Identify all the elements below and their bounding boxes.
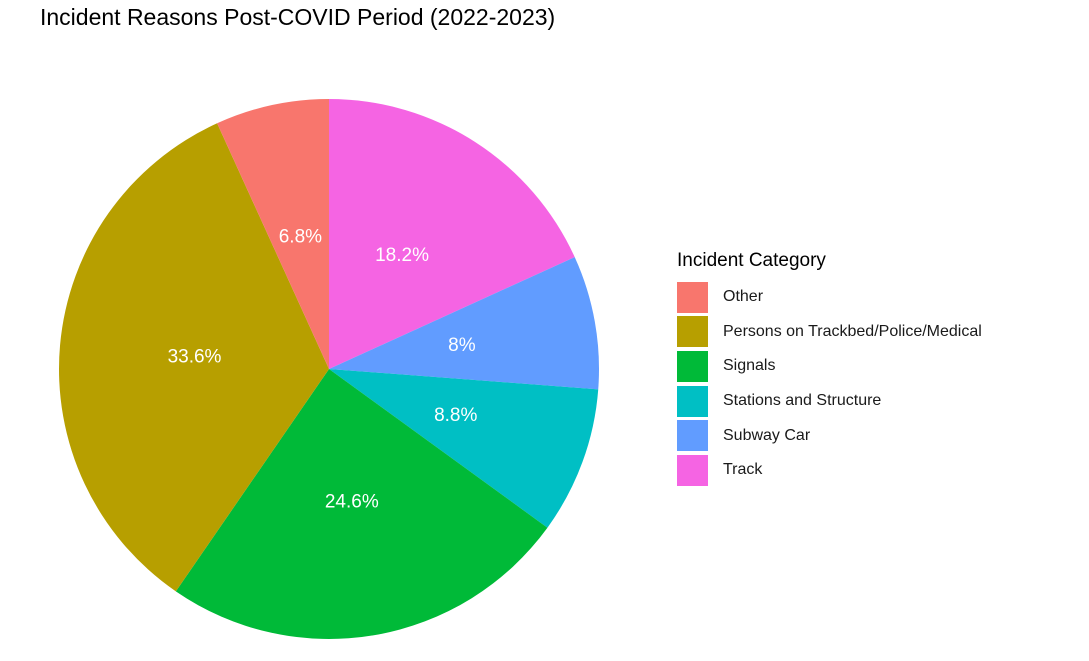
legend-label: Other [723,288,764,306]
pie-slice-stations-and-structure [329,369,599,528]
pie-slice-signals [175,369,548,639]
slice-label-track: 18.2% [375,245,429,266]
legend-label: Persons on Trackbed/Police/Medical [723,322,982,340]
legend-items: Other Persons on Trackbed/Police/Medical S… [677,280,982,488]
slice-label-subway-car: 8% [448,335,476,356]
legend-title: Incident Category [677,250,826,271]
pie-slice-track [329,99,575,369]
legend-swatch [677,350,708,382]
legend-item-track: Track [677,453,982,488]
slice-label-stations-and-structure: 8.8% [434,405,477,426]
legend-swatch [677,454,708,486]
pie-slice-persons-on-trackbed-police-medical [58,123,329,592]
pie-slices [58,99,600,639]
pie-slice-labels: 18.2% 8% 8.8% 24.6% 33.6% 6.8% [168,227,478,513]
pie-slice-subway-car [329,257,600,390]
pie-slice-other [217,99,329,369]
legend-swatch [677,420,708,452]
legend-item-subway-car: Subway Car [677,418,982,453]
legend-swatch [677,281,708,313]
slice-label-signals: 24.6% [325,492,379,513]
legend-item-signals: Signals [677,349,982,384]
legend-label: Subway Car [723,426,811,444]
legend-label: Track [723,461,763,479]
chart-title: Incident Reasons Post-COVID Period (2022… [40,4,556,30]
slice-label-persons-on-trackbed-police-medical: 33.6% [168,347,222,368]
slice-label-other: 6.8% [279,227,322,248]
legend-label: Stations and Structure [723,392,882,410]
legend-label: Signals [723,357,776,375]
legend-item-other: Other [677,280,982,315]
legend: Incident Category Other Persons on Trackb… [677,250,982,488]
legend-swatch [677,385,708,417]
legend-swatch [677,316,708,348]
pie-chart: 18.2% 8% 8.8% 24.6% 33.6% 6.8% [58,99,600,639]
legend-item-stations-and-structure: Stations and Structure [677,384,982,419]
legend-item-persons-on-trackbed-police-medical: Persons on Trackbed/Police/Medical [677,315,982,350]
